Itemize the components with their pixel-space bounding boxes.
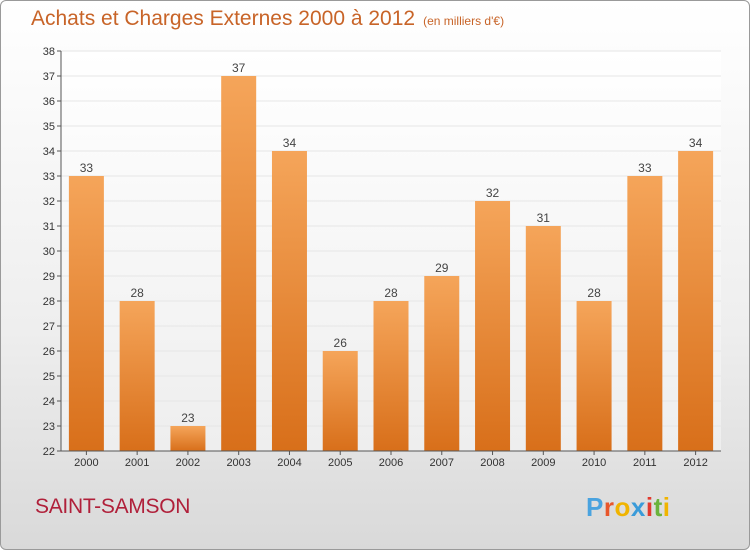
proxiti-logo: Proxiti [586, 492, 670, 523]
x-tick-label: 2010 [582, 457, 606, 469]
data-label-2009: 31 [537, 211, 551, 225]
data-label-2011: 33 [638, 161, 652, 175]
y-tick-label: 34 [43, 146, 55, 158]
y-tick-label: 25 [43, 371, 55, 383]
data-label-2012: 34 [689, 136, 703, 150]
bar-2006 [373, 301, 409, 451]
x-tick-label: 2008 [480, 457, 504, 469]
bar-2010 [576, 301, 612, 451]
bar-2004 [271, 151, 307, 451]
y-tick-label: 26 [43, 346, 55, 358]
y-tick-label: 30 [43, 246, 55, 258]
x-tick-label: 2000 [74, 457, 98, 469]
data-labels: 33 28 23 37 34 26 28 29 32 31 28 33 34 [80, 61, 703, 425]
y-tick-label: 36 [43, 96, 55, 108]
y-tick-label: 33 [43, 171, 55, 183]
logo-letter: o [614, 492, 631, 522]
bar-2000 [68, 176, 104, 451]
y-tick-label: 24 [43, 396, 55, 408]
y-tick-label: 22 [43, 446, 55, 458]
data-label-2004: 34 [283, 136, 297, 150]
data-label-2002: 23 [181, 411, 195, 425]
x-tick-label: 2007 [430, 457, 454, 469]
data-label-2006: 28 [384, 286, 398, 300]
place-name: SAINT-SAMSON [35, 495, 191, 518]
logo-letter: t [653, 492, 663, 522]
y-tick-label: 28 [43, 296, 55, 308]
bar-2001 [119, 301, 155, 451]
logo-letter: r [603, 492, 615, 522]
bar-2003 [221, 76, 257, 451]
axes: 22 23 24 25 26 27 28 29 30 31 32 33 34 35 36 37 38 2000 20… [43, 46, 721, 469]
bar-2008 [475, 201, 511, 451]
y-tick-label: 27 [43, 321, 55, 333]
y-tick-label: 32 [43, 196, 55, 208]
bar-2009 [525, 226, 561, 451]
chart-subtitle: (en milliers d'€) [423, 14, 505, 28]
x-tick-label: 2011 [633, 457, 657, 469]
bar-2012 [678, 151, 714, 451]
data-label-2001: 28 [130, 286, 144, 300]
bar-2002 [170, 426, 206, 451]
x-tick-label: 2002 [176, 457, 200, 469]
y-tick-label: 37 [43, 71, 55, 83]
y-tick-label: 31 [43, 221, 55, 233]
x-tick-label: 2004 [277, 457, 301, 469]
y-tick-label: 35 [43, 121, 55, 133]
x-tick-label: 2009 [531, 457, 555, 469]
y-tick-label: 29 [43, 271, 55, 283]
bar-2007 [424, 276, 460, 451]
y-tick-label: 23 [43, 421, 55, 433]
bars [68, 76, 714, 451]
logo-letter: x [630, 492, 646, 522]
title-text: Achats et Charges Externes 2000 à 2012 [31, 7, 416, 30]
x-tick-label: 2003 [226, 457, 250, 469]
bar-2005 [322, 351, 358, 451]
data-label-2005: 26 [334, 336, 348, 350]
chart-title: Achats et Charges Externes 2000 à 2012 (e… [31, 7, 504, 31]
x-tick-label: 2012 [683, 457, 707, 469]
data-label-2007: 29 [435, 261, 449, 275]
x-tick-label: 2006 [379, 457, 403, 469]
x-tick-label: 2005 [328, 457, 352, 469]
data-label-2008: 32 [486, 186, 500, 200]
logo-letter: P [586, 492, 604, 522]
bar-2011 [627, 176, 663, 451]
logo-letter: i [645, 492, 654, 522]
x-tick-label: 2001 [125, 457, 149, 469]
y-tick-label: 38 [43, 46, 55, 58]
logo-letter: i [662, 492, 671, 522]
data-label-2010: 28 [587, 286, 601, 300]
data-label-2000: 33 [80, 161, 94, 175]
data-label-2003: 37 [232, 61, 246, 75]
